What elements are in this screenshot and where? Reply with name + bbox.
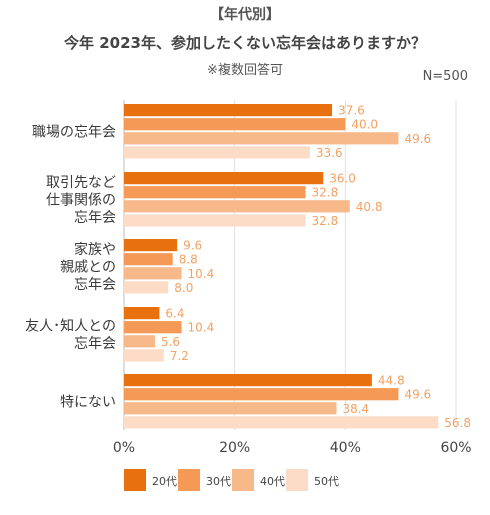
- bar: [124, 146, 310, 159]
- category-label: 忘年会: [74, 210, 116, 226]
- bar: [124, 416, 439, 429]
- legend: 20代 30代 40代 50代: [124, 469, 339, 491]
- bar: [124, 349, 164, 362]
- category-label: 取引先など: [46, 175, 116, 191]
- category-label: 友人･知人との: [25, 318, 116, 335]
- bar: [124, 186, 306, 199]
- bar: [124, 172, 324, 185]
- bar: [124, 239, 178, 252]
- data-label: 40.0: [351, 118, 378, 132]
- data-label: 7.2: [170, 349, 189, 363]
- bar: [124, 335, 155, 348]
- chart-subtitle: ※複数回答可: [207, 62, 283, 78]
- x-tick-label: 0%: [113, 440, 135, 456]
- data-label: 37.6: [338, 104, 365, 118]
- bar: [124, 307, 160, 320]
- legend-label: 30代: [206, 475, 231, 488]
- legend-label: 40代: [260, 475, 285, 488]
- data-label: 8.8: [179, 253, 198, 267]
- category-label: 忘年会: [74, 336, 116, 352]
- x-tick-label: 20%: [219, 440, 250, 456]
- data-label: 6.4: [165, 307, 184, 321]
- legend-swatch: [286, 469, 308, 491]
- data-label: 36.0: [329, 172, 356, 186]
- bar: [124, 104, 333, 117]
- category-label: 仕事関係の: [46, 192, 116, 208]
- bar: [124, 118, 346, 131]
- bar: [124, 402, 337, 415]
- data-label: 32.8: [311, 186, 338, 200]
- legend-swatch: [232, 469, 254, 491]
- x-tick-label: 40%: [330, 440, 361, 456]
- bar: [124, 132, 399, 145]
- category-label: 忘年会: [74, 277, 116, 293]
- x-tick-label: 60%: [440, 440, 471, 456]
- data-label: 33.6: [316, 146, 343, 160]
- data-label: 38.4: [342, 402, 369, 416]
- data-label: 8.0: [174, 281, 193, 295]
- category-labels: 職場の忘年会取引先など仕事関係の忘年会家族や親戚との忘年会友人･知人との忘年会特…: [25, 124, 116, 410]
- data-label: 44.8: [378, 374, 405, 388]
- legend-swatch: [178, 469, 200, 491]
- bar: [124, 214, 306, 227]
- bar: [124, 267, 182, 280]
- x-axis-ticks: 0% 20% 40% 60%: [113, 440, 472, 456]
- data-label: 56.8: [444, 416, 471, 430]
- legend-label: 20代: [152, 475, 177, 488]
- bars: 37.636.09.66.444.840.032.88.810.449.649.…: [124, 104, 471, 430]
- data-label: 49.6: [404, 132, 431, 146]
- data-label: 32.8: [311, 214, 338, 228]
- category-label: 特にない: [60, 394, 116, 410]
- chart-title: 今年 2023年、参加したくない忘年会はありますか？: [63, 34, 426, 52]
- legend-label: 50代: [314, 475, 339, 488]
- bar: [124, 321, 182, 334]
- category-label: 職場の忘年会: [32, 124, 116, 140]
- bar: [124, 374, 372, 387]
- data-label: 9.6: [183, 239, 202, 253]
- data-label: 49.6: [404, 388, 431, 402]
- chart-tag: 【年代別】: [210, 6, 280, 23]
- legend-swatch: [124, 469, 146, 491]
- bar: [124, 388, 399, 401]
- sample-size: N=500: [423, 69, 468, 84]
- data-label: 40.8: [356, 200, 383, 214]
- category-label: 親戚との: [60, 259, 116, 275]
- bar: [124, 281, 169, 294]
- data-label: 5.6: [161, 335, 180, 349]
- data-label: 10.4: [188, 267, 215, 281]
- bar: [124, 200, 350, 213]
- bar: [124, 253, 173, 266]
- data-label: 10.4: [188, 321, 215, 335]
- category-label: 家族や: [74, 241, 116, 258]
